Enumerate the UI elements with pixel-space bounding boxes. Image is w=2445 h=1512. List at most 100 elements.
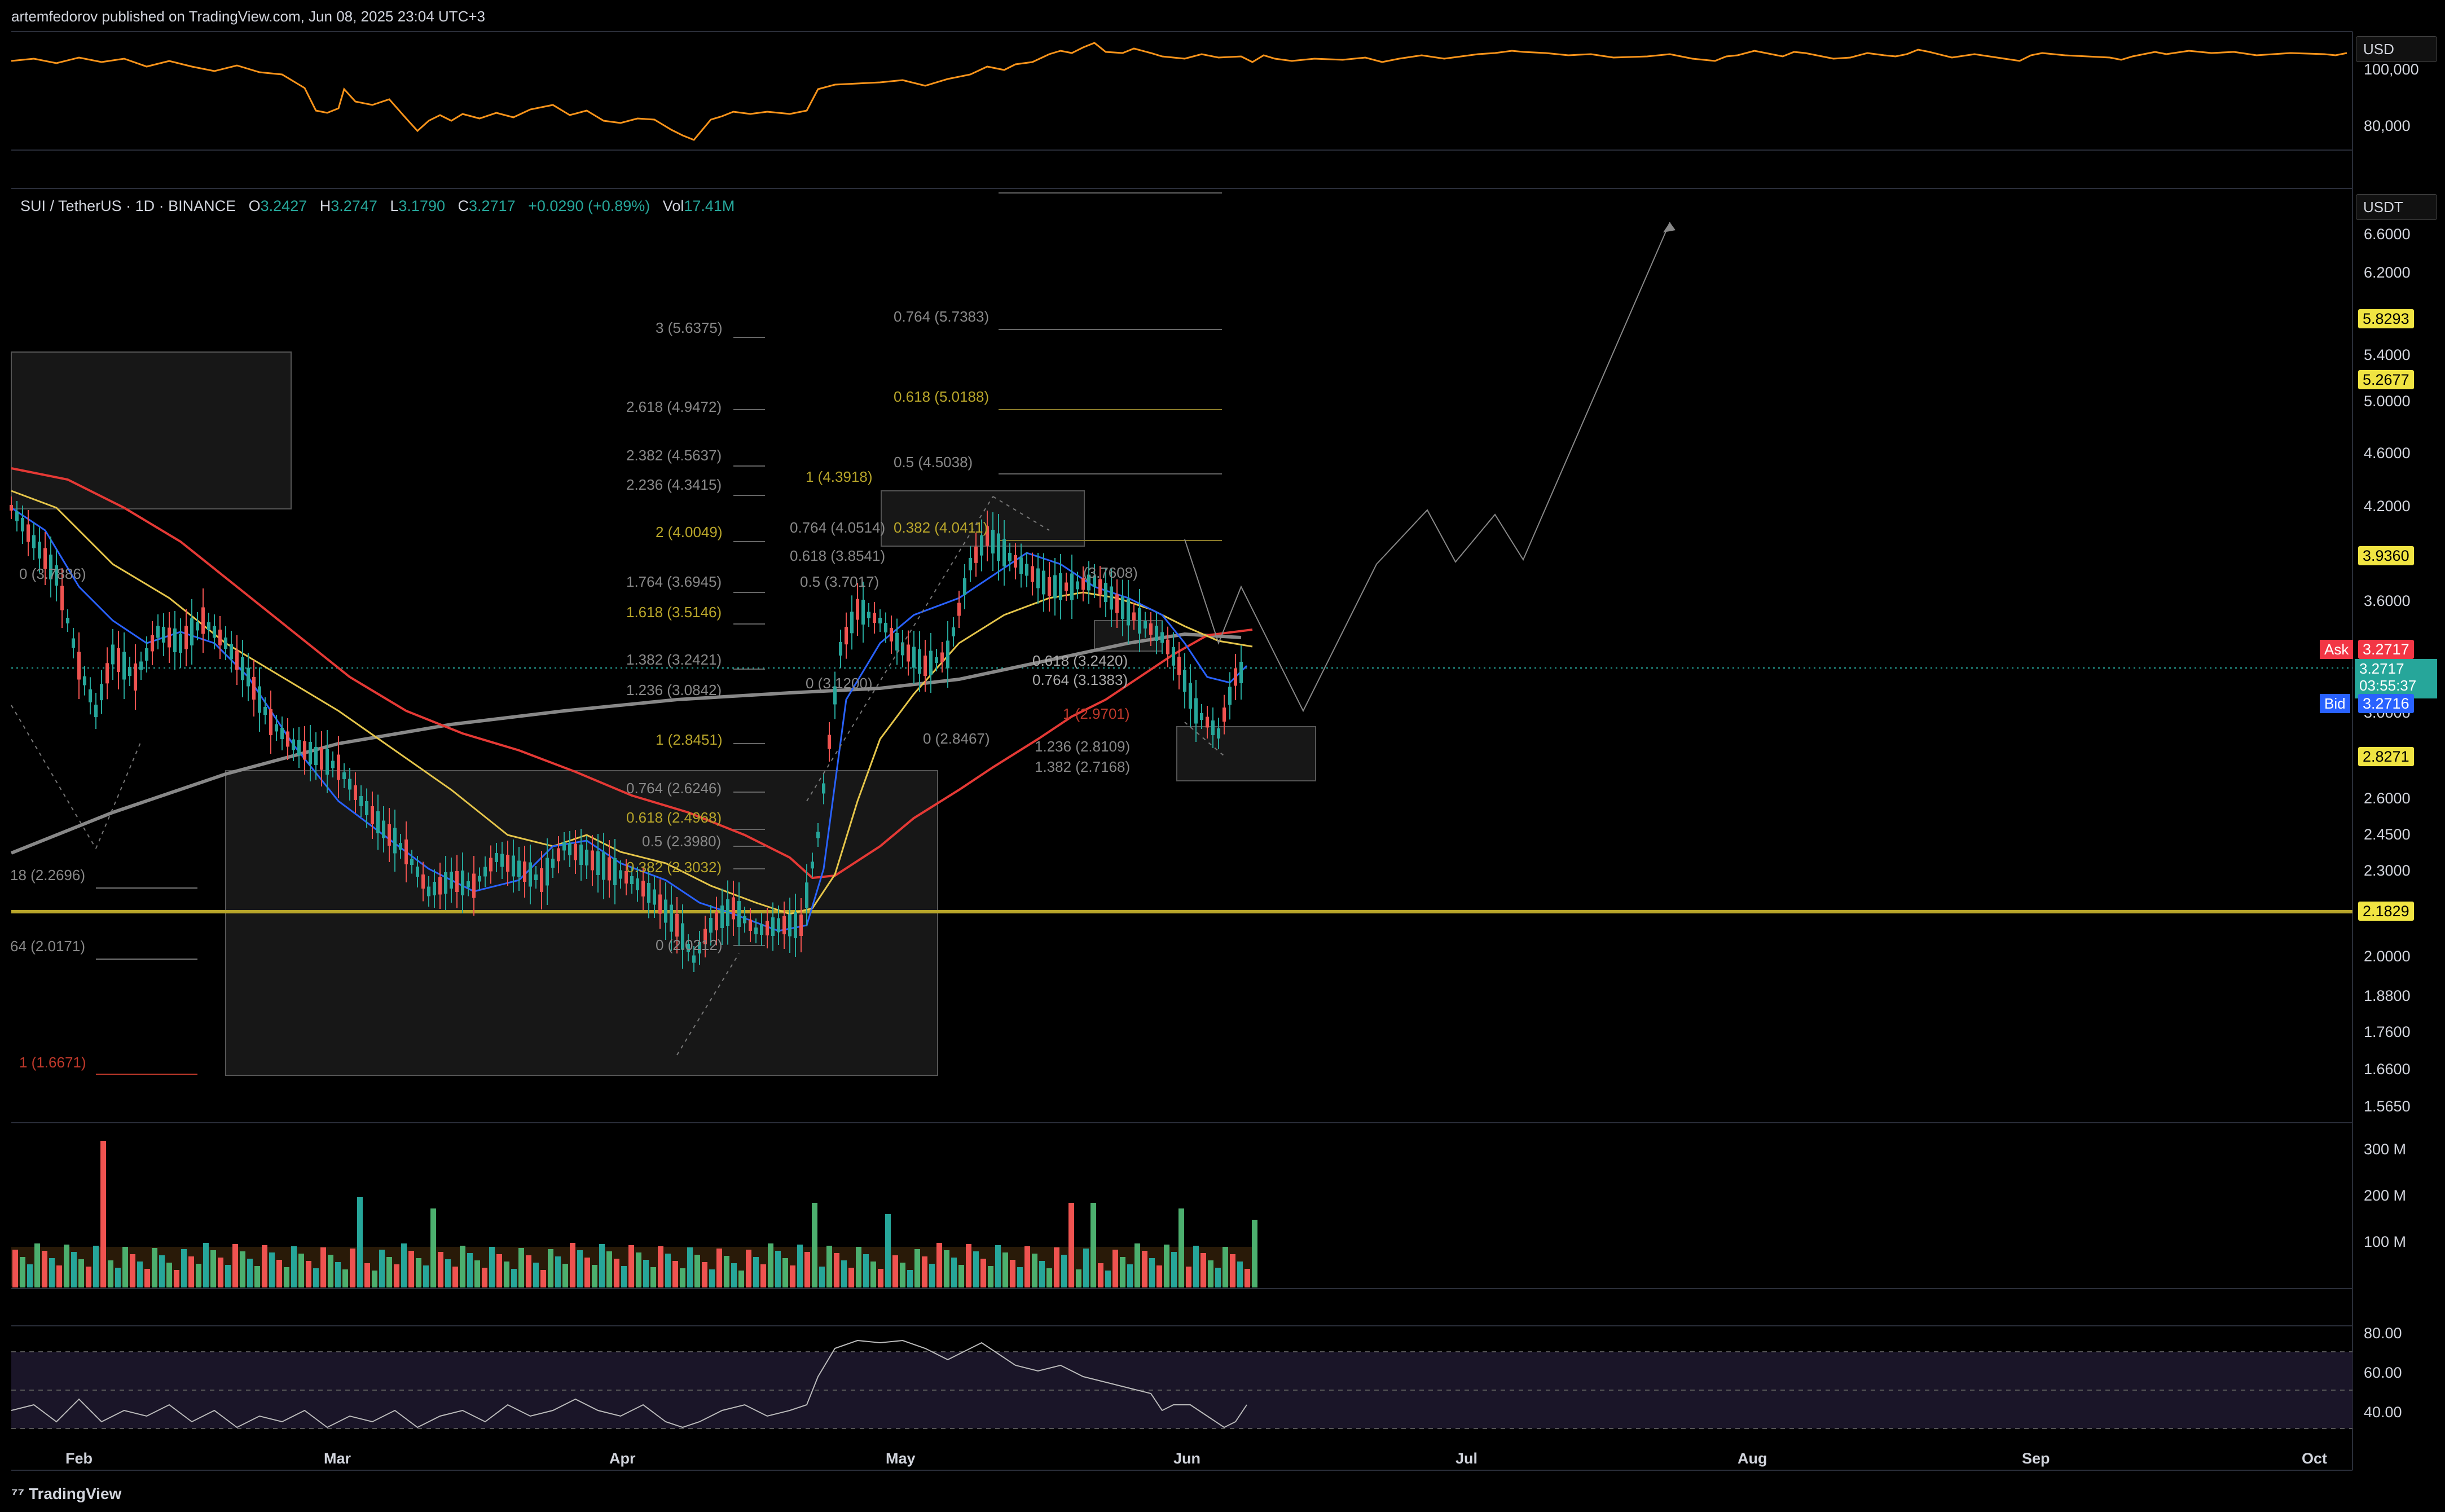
main-currency-button[interactable]: USDT — [2356, 194, 2437, 220]
volume-bar — [1127, 1264, 1133, 1287]
volume-bar — [262, 1245, 267, 1287]
fib-level-label: 1 (2.8451) — [656, 731, 723, 748]
time-label-apr: Apr — [609, 1450, 636, 1467]
volume-bar — [966, 1244, 971, 1287]
candle-body — [21, 518, 24, 531]
volume-bar — [1002, 1252, 1008, 1287]
pane-separators — [11, 31, 2353, 1471]
volume-bar — [247, 1259, 253, 1287]
candle-body — [1087, 574, 1090, 591]
volume-bar — [848, 1268, 854, 1287]
candle-body — [918, 649, 921, 674]
candle-body — [980, 535, 983, 556]
open-label: O — [248, 197, 261, 214]
candle-body — [1104, 583, 1107, 602]
candle-body — [907, 644, 910, 662]
candle-body — [952, 627, 955, 636]
fib-level-label: 1.382 (3.2421) — [626, 651, 722, 668]
volume-bar — [1222, 1247, 1228, 1287]
top-currency-button[interactable]: USD — [2356, 36, 2437, 62]
candle-body — [1200, 713, 1203, 720]
volume-bar — [665, 1254, 671, 1287]
volume-bar — [1024, 1246, 1030, 1287]
candle-body — [117, 648, 120, 672]
volume-bar — [760, 1264, 766, 1287]
time-label-jul: Jul — [1455, 1450, 1478, 1467]
candle-body — [585, 850, 588, 865]
candle-body — [777, 918, 780, 933]
volume-bar — [841, 1260, 847, 1287]
symbol-legend[interactable]: SUI / TetherUS · 1D · BINANCE O3.2427 H3… — [20, 197, 735, 215]
volume-bar — [1245, 1269, 1250, 1287]
candle-body — [974, 546, 978, 563]
candle-body — [1222, 707, 1226, 722]
volume-bar — [980, 1259, 986, 1287]
volume-bar — [1230, 1254, 1235, 1287]
volume-bar — [342, 1269, 348, 1287]
volume-bar — [709, 1269, 715, 1287]
candle-body — [935, 657, 938, 663]
candle-body — [579, 845, 583, 865]
volume-bar — [166, 1263, 172, 1287]
volume-bar — [93, 1246, 99, 1287]
candle-body — [636, 878, 639, 890]
volume-bar — [1178, 1208, 1184, 1287]
publish-info: artemfedorov published on TradingView.co… — [11, 8, 485, 25]
candle-body — [444, 872, 447, 894]
volume-bar — [907, 1270, 913, 1287]
time-label-oct: Oct — [2302, 1450, 2328, 1467]
volume-bar — [812, 1203, 817, 1287]
candle-body — [811, 862, 814, 869]
volume-bar — [1032, 1254, 1037, 1287]
candle-body — [359, 796, 363, 806]
candle-body — [929, 650, 933, 675]
symbol-name[interactable]: SUI / TetherUS · 1D · BINANCE — [20, 197, 236, 214]
ask-label: Ask — [2320, 640, 2354, 659]
price-tick: 3.6000 — [2364, 592, 2411, 609]
volume-bar — [115, 1268, 121, 1287]
volume-bar — [687, 1247, 693, 1287]
fib-level-label: 1.236 (2.8109) — [1035, 738, 1131, 755]
candle-body — [833, 686, 837, 705]
rsi-tick-2: 60.00 — [2364, 1364, 2402, 1381]
candle-body — [393, 828, 397, 854]
candle-body — [77, 652, 81, 680]
high-value: 3.2747 — [331, 197, 377, 214]
candle-body — [421, 874, 425, 889]
volume-bar — [731, 1263, 737, 1287]
candle-body — [111, 644, 115, 665]
candle-body — [957, 603, 961, 616]
tradingview-logo[interactable]: ⁷⁷ TradingView — [11, 1485, 121, 1503]
candle-body — [703, 929, 707, 944]
candle-body — [410, 859, 414, 865]
candle-body — [749, 920, 752, 931]
time-label-sep: Sep — [2022, 1450, 2050, 1467]
volume-bar — [474, 1260, 480, 1287]
candle-body — [489, 858, 492, 872]
low-value: 3.1790 — [398, 197, 445, 214]
candle-body — [647, 883, 650, 903]
candle-body — [574, 843, 577, 860]
volume-bar — [878, 1269, 883, 1287]
projection-path[interactable] — [1184, 222, 1670, 713]
volume-bar — [621, 1266, 627, 1287]
volume-bar — [511, 1269, 517, 1287]
volume-bar — [958, 1265, 964, 1287]
candle-body — [10, 505, 13, 511]
price-tick: 2.6000 — [2364, 790, 2411, 807]
volume-bar — [27, 1264, 33, 1287]
volume-bar — [159, 1255, 165, 1287]
candle-body — [715, 912, 718, 930]
candlestick-series[interactable] — [10, 496, 1243, 972]
volume-bar — [284, 1267, 289, 1287]
brand-name: TradingView — [28, 1485, 122, 1502]
candle-body — [681, 923, 684, 950]
volume-tick-3: 100 M — [2364, 1233, 2407, 1250]
volume-bar — [1171, 1252, 1177, 1287]
candle-body — [235, 650, 239, 670]
rsi-levels — [11, 1351, 2352, 1429]
volume-bar — [240, 1251, 245, 1287]
volume-bar — [1237, 1262, 1243, 1287]
candle-body — [726, 899, 729, 926]
